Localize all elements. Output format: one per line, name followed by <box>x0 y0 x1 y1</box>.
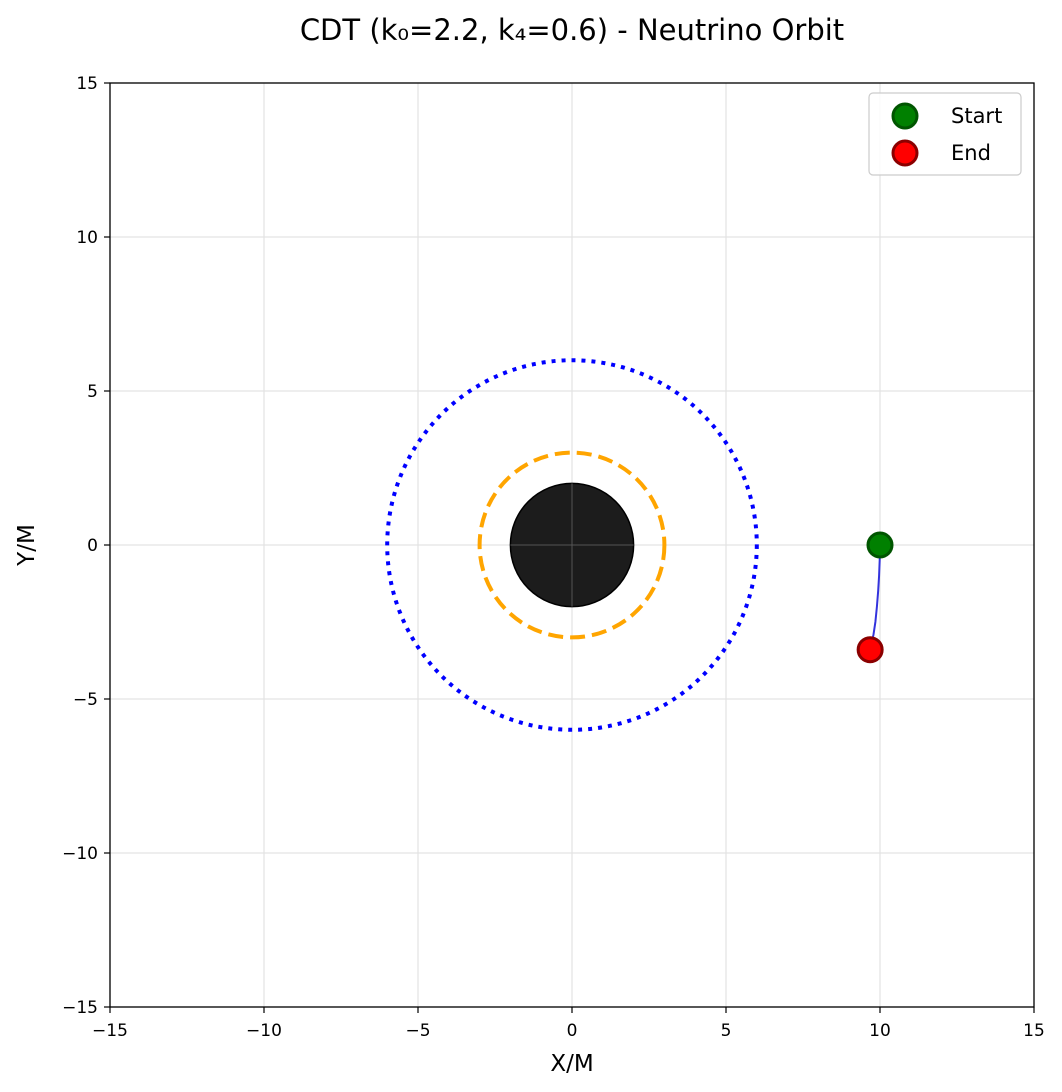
x-tick-label: −15 <box>92 1021 128 1041</box>
end-legend-label: End <box>951 141 991 165</box>
start-legend-label: Start <box>951 104 1002 128</box>
x-axis-label: X/M <box>550 1051 593 1077</box>
x-tick-label: −10 <box>246 1021 282 1041</box>
start-legend-symbol <box>891 102 919 130</box>
y-axis-label: Y/M <box>14 524 40 567</box>
x-tick-label: 10 <box>869 1021 891 1041</box>
chart-title: CDT (k₀=2.2, k₄=0.6) - Neutrino Orbit <box>300 13 844 47</box>
start-marker <box>866 531 894 559</box>
x-tick-label: 5 <box>721 1021 732 1041</box>
y-tick-label: 5 <box>87 382 98 402</box>
x-tick-label: 15 <box>1023 1021 1045 1041</box>
y-tick-label: 15 <box>76 74 98 94</box>
isco-circle <box>385 358 759 732</box>
y-tick-label: 10 <box>76 228 98 248</box>
photon-sphere-circle <box>477 450 667 640</box>
plot-area <box>385 358 894 732</box>
legend: Start End <box>868 92 1022 176</box>
x-tick-label: 0 <box>567 1021 578 1041</box>
end-legend-symbol <box>891 139 919 167</box>
x-tick-label: −5 <box>405 1021 430 1041</box>
y-tick-label: −10 <box>62 844 98 864</box>
end-marker <box>856 636 884 664</box>
y-tick-label: 0 <box>87 536 98 556</box>
axis-ticks: −15 −10 −5 0 5 10 15 −15 −10 −5 0 5 10 15 <box>62 74 1045 1041</box>
y-tick-label: −15 <box>62 998 98 1018</box>
y-tick-label: −5 <box>73 690 98 710</box>
